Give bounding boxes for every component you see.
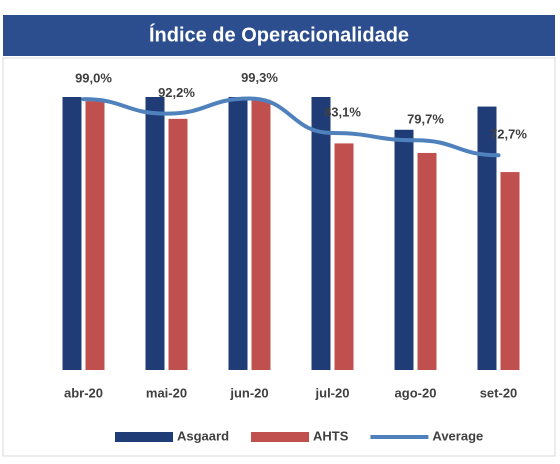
bar [62, 97, 82, 370]
legend-swatch [115, 432, 173, 442]
chart-title: Índice de Operacionalidade [149, 23, 409, 46]
bar [417, 152, 437, 370]
chart-frame [2, 57, 556, 457]
bar [228, 97, 248, 370]
bar [334, 143, 354, 370]
x-tick-label: jun-20 [229, 385, 268, 400]
legend-label: AHTS [313, 428, 349, 443]
bar [85, 101, 105, 370]
bar [168, 118, 188, 370]
bar [311, 97, 331, 370]
data-label: 99,3% [241, 70, 278, 85]
x-tick-label: abr-20 [64, 385, 103, 400]
legend-swatch [251, 432, 310, 442]
legend-label: Asgaard [177, 428, 229, 443]
data-label: 92,2% [158, 85, 195, 100]
bar [477, 106, 497, 371]
bar [145, 97, 165, 370]
data-label: 72,7% [490, 127, 527, 142]
x-tick-label: mai-20 [146, 385, 187, 400]
line [81, 96, 501, 158]
bar [251, 99, 271, 370]
data-label: 79,7% [407, 112, 444, 127]
x-tick-label: jul-20 [315, 385, 350, 400]
data-label: 99,0% [75, 71, 112, 86]
x-tick-label: set-20 [480, 385, 518, 400]
bar [500, 172, 520, 370]
data-label: 83,1% [324, 104, 361, 119]
title-band [3, 15, 555, 56]
legend-label: Average [432, 428, 483, 443]
bar [394, 129, 414, 370]
x-tick-label: ago-20 [395, 385, 437, 400]
